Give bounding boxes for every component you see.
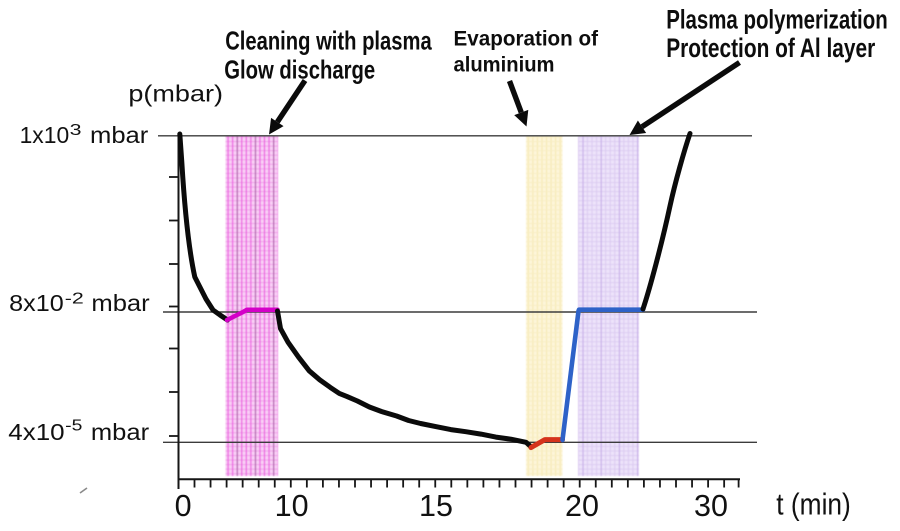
svg-text:Plasma polymerization: Plasma polymerization [666, 5, 888, 35]
svg-text:3: 3 [70, 122, 82, 139]
svg-text:10: 10 [275, 489, 309, 523]
svg-text:8x10: 8x10 [9, 290, 64, 316]
svg-text:aluminium: aluminium [454, 53, 555, 77]
svg-text:4x10: 4x10 [8, 419, 64, 445]
svg-text:mbar: mbar [90, 122, 149, 148]
svg-text:-5: -5 [65, 418, 82, 435]
svg-text:Glow discharge: Glow discharge [224, 56, 375, 84]
svg-text:0: 0 [175, 489, 192, 523]
svg-text:mbar: mbar [91, 290, 150, 316]
svg-text:Cleaning with plasma: Cleaning with plasma [225, 27, 432, 55]
svg-text:1x10: 1x10 [20, 122, 70, 148]
svg-text:30: 30 [694, 489, 728, 523]
svg-text:mbar: mbar [91, 419, 149, 445]
svg-text:15: 15 [419, 489, 453, 523]
svg-text:Evaporation of: Evaporation of [454, 27, 599, 51]
svg-text:-2: -2 [65, 291, 84, 308]
svg-text:p(mbar): p(mbar) [128, 81, 223, 107]
svg-text:20: 20 [565, 489, 599, 523]
svg-text:t (min): t (min) [776, 487, 851, 521]
svg-text:Protection of Al layer: Protection of Al layer [666, 33, 875, 63]
